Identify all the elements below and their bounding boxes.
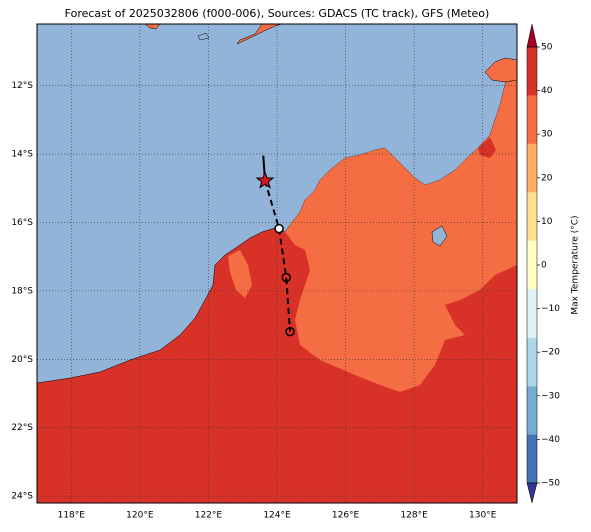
- x-tick-label: 130°E: [469, 511, 497, 521]
- x-tick-label: 118°E: [58, 511, 86, 521]
- forecast-point: [274, 223, 284, 234]
- colorbar-band: [527, 47, 537, 96]
- colorbar-band: [527, 434, 537, 483]
- forecast-point: [281, 272, 292, 283]
- colorbar-extend-high: [526, 23, 538, 48]
- island-timor: [236, 24, 283, 45]
- x-tick-label: 120°E: [126, 511, 154, 521]
- colorbar-band: [527, 143, 537, 193]
- colorbar-tick-label: −10: [541, 304, 560, 314]
- colorbar-band: [527, 289, 537, 338]
- land-orange: [285, 70, 517, 392]
- x-tick-label: 122°E: [195, 511, 223, 521]
- x-tick-label: 124°E: [263, 511, 291, 521]
- y-tick-label: 18°S: [11, 286, 33, 296]
- colorbar-tick-label: 0: [541, 261, 547, 271]
- colorbar-tick-label: −40: [541, 435, 560, 445]
- island-small: [144, 24, 161, 30]
- land: [37, 24, 517, 503]
- lake: [431, 225, 448, 247]
- map-frame: [36, 23, 518, 504]
- colorbar-band: [527, 240, 537, 290]
- colorbar-tick-label: 30: [541, 130, 553, 140]
- y-tick-label: 20°S: [11, 355, 33, 365]
- y-tick-label: 12°S: [11, 81, 33, 91]
- y-tick-label: 22°S: [11, 423, 33, 433]
- y-tick-label: 24°S: [11, 492, 33, 502]
- land-red-patch: [478, 137, 496, 158]
- island-melville: [197, 32, 210, 41]
- storm-position: [255, 170, 275, 189]
- colorbar-band: [527, 337, 537, 387]
- colorbar-tick-label: −20: [541, 348, 560, 358]
- forecast-point: [285, 326, 295, 337]
- land-orange-west: [228, 250, 252, 298]
- colorbar-band: [527, 192, 537, 241]
- colorbar-tick-label: −30: [541, 391, 560, 401]
- colorbar-tick-label: −50: [541, 479, 560, 489]
- colorbar-extend-low: [526, 482, 538, 504]
- track-forecast: [264, 180, 292, 332]
- island-ne: [484, 57, 517, 83]
- colorbar-band: [527, 95, 537, 144]
- y-tick-label: 14°S: [11, 150, 33, 160]
- x-tick-label: 128°E: [400, 511, 428, 521]
- colorbar-tick-label: 40: [541, 86, 553, 96]
- x-tick-label: 126°E: [332, 511, 360, 521]
- colorbar-label: Max Temperature (°C): [571, 215, 581, 314]
- colorbar-tick-label: 10: [541, 217, 553, 227]
- colorbar-tick-label: 50: [541, 43, 553, 53]
- map-title: Forecast of 2025032806 (f000-006), Sourc…: [65, 7, 490, 20]
- y-tick-label: 16°S: [11, 218, 33, 228]
- colorbar-band: [527, 386, 537, 435]
- colorbar-tick-label: 20: [541, 173, 553, 183]
